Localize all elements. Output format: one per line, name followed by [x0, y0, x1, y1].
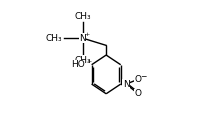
Text: HO: HO: [71, 60, 84, 69]
Text: CH₃: CH₃: [74, 12, 91, 21]
Text: N: N: [123, 80, 130, 89]
Text: CH₃: CH₃: [46, 34, 63, 43]
Text: O: O: [135, 75, 142, 84]
Text: O: O: [135, 89, 142, 98]
Text: +: +: [84, 32, 89, 37]
Text: −: −: [140, 72, 146, 81]
Text: +: +: [86, 59, 91, 64]
Text: CH₃: CH₃: [74, 56, 91, 65]
Text: N: N: [79, 34, 86, 43]
